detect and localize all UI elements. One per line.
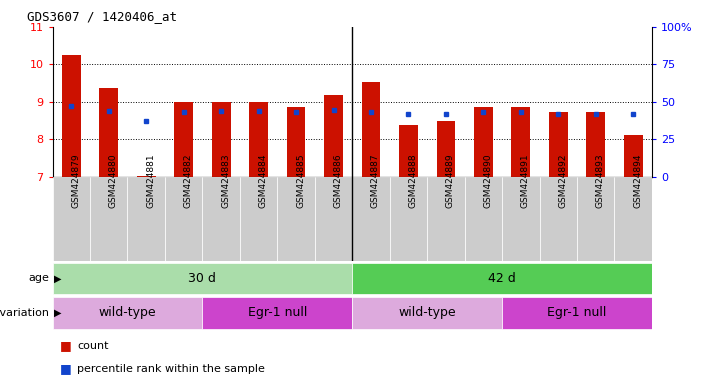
Text: GSM424884: GSM424884: [259, 154, 268, 208]
Bar: [540, 177, 577, 261]
Bar: [352, 297, 502, 328]
Bar: [474, 108, 493, 177]
Text: ■: ■: [60, 339, 72, 352]
Text: Egr-1 null: Egr-1 null: [247, 306, 307, 319]
Bar: [175, 102, 193, 177]
Text: GSM424892: GSM424892: [558, 154, 567, 208]
Bar: [549, 112, 568, 177]
Text: GSM424890: GSM424890: [484, 154, 492, 208]
Bar: [624, 136, 643, 177]
Bar: [315, 177, 352, 261]
Text: GSM424879: GSM424879: [72, 154, 81, 208]
Bar: [53, 263, 352, 294]
Bar: [53, 177, 90, 261]
Text: GSM424891: GSM424891: [521, 154, 530, 208]
Text: GDS3607 / 1420406_at: GDS3607 / 1420406_at: [27, 10, 177, 23]
Text: GSM424886: GSM424886: [334, 154, 343, 208]
Bar: [278, 177, 315, 261]
Bar: [362, 82, 381, 177]
Bar: [137, 176, 156, 177]
Text: count: count: [77, 341, 109, 351]
Text: GSM424893: GSM424893: [596, 154, 605, 208]
Text: GSM424885: GSM424885: [296, 154, 305, 208]
Bar: [287, 108, 306, 177]
Bar: [90, 177, 128, 261]
Bar: [502, 177, 540, 261]
Bar: [352, 177, 390, 261]
Text: wild-type: wild-type: [99, 306, 156, 319]
Text: percentile rank within the sample: percentile rank within the sample: [77, 364, 265, 374]
Bar: [240, 177, 278, 261]
Bar: [586, 112, 605, 177]
Bar: [250, 102, 268, 177]
Text: GSM424894: GSM424894: [633, 154, 642, 208]
Bar: [324, 95, 343, 177]
Text: age: age: [28, 273, 49, 283]
Bar: [502, 297, 652, 328]
Bar: [465, 177, 502, 261]
Text: GSM424887: GSM424887: [371, 154, 380, 208]
Bar: [577, 177, 615, 261]
Bar: [62, 55, 81, 177]
Bar: [512, 108, 530, 177]
Text: 30 d: 30 d: [189, 272, 217, 285]
Bar: [212, 102, 231, 177]
Bar: [615, 177, 652, 261]
Bar: [128, 177, 165, 261]
Bar: [165, 177, 203, 261]
Bar: [100, 88, 118, 177]
Bar: [390, 177, 427, 261]
Text: GSM424883: GSM424883: [221, 154, 230, 208]
Bar: [203, 177, 240, 261]
Text: wild-type: wild-type: [398, 306, 456, 319]
Bar: [427, 177, 465, 261]
Bar: [352, 263, 652, 294]
Bar: [399, 125, 418, 177]
Text: 42 d: 42 d: [488, 272, 516, 285]
Text: GSM424889: GSM424889: [446, 154, 455, 208]
Bar: [437, 121, 455, 177]
Bar: [53, 297, 203, 328]
Text: GSM424888: GSM424888: [409, 154, 417, 208]
Text: GSM424881: GSM424881: [147, 154, 155, 208]
Text: Egr-1 null: Egr-1 null: [547, 306, 606, 319]
Text: genotype/variation: genotype/variation: [0, 308, 49, 318]
Text: GSM424882: GSM424882: [184, 154, 193, 208]
Text: ■: ■: [60, 362, 72, 375]
Text: GSM424880: GSM424880: [109, 154, 118, 208]
Text: ▶: ▶: [54, 273, 62, 283]
Text: ▶: ▶: [54, 308, 62, 318]
Bar: [203, 297, 352, 328]
